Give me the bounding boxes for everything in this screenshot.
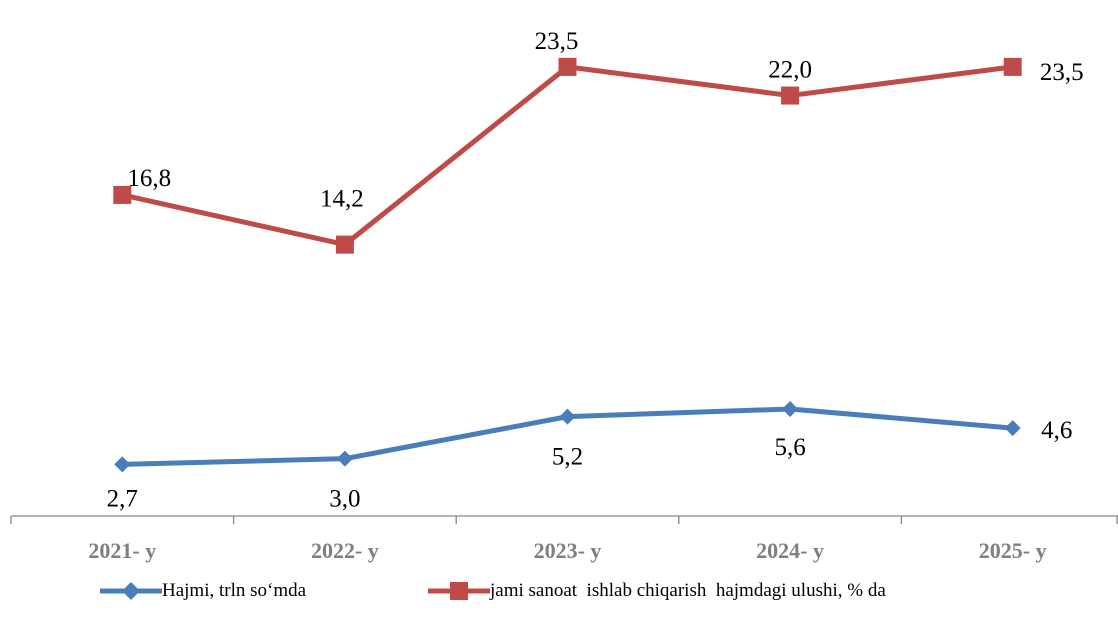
series-1-point	[336, 450, 353, 467]
series-1-data-label: 5,6	[774, 434, 805, 461]
x-axis: 2021- y 2022- y 2023- y 2024- y 2025- y	[10, 515, 1118, 563]
series-2-point	[1003, 57, 1022, 76]
x-tick-label: 2025- y	[979, 538, 1047, 563]
series-2-point	[113, 185, 132, 204]
series-2-data-label: 23,5	[535, 28, 579, 55]
series-1-point	[559, 408, 576, 425]
legend-label-series-2: jami sanoat ishlab chiqarish hajmdagi ul…	[490, 580, 886, 601]
x-tick-label: 2024- y	[756, 538, 824, 563]
series-1-point	[114, 456, 131, 473]
legend: Hajmi, trln so‘mda jami sanoat ishlab ch…	[0, 580, 1118, 616]
series-2-point	[335, 235, 354, 254]
series-1-data-label: 2,7	[107, 485, 138, 512]
series-line-2	[121, 64, 1014, 248]
series-1-point	[1004, 420, 1021, 437]
x-tick-label: 2021- y	[88, 538, 156, 563]
series-2-data-label: 22,0	[768, 57, 812, 84]
series-1-data-label: 5,2	[552, 444, 583, 471]
series-1-point	[782, 400, 799, 417]
series-2-data-label: 23,5	[1040, 59, 1084, 86]
series-layer	[113, 57, 1022, 473]
series-1-data-label: 3,0	[329, 486, 360, 513]
line-chart: 2021- y 2022- y 2023- y 2024- y 2025- y 2,7 3…	[10, 28, 1118, 563]
series-1-data-label: 4,6	[1041, 417, 1072, 444]
legend-item-series-2: jami sanoat ishlab chiqarish hajmdagi ul…	[428, 580, 886, 602]
series-2-data-label: 14,2	[320, 186, 364, 213]
series-2-data-label: 16,8	[127, 165, 171, 192]
x-tick-label: 2022- y	[311, 538, 379, 563]
series-2-point	[781, 86, 800, 105]
data-label-layer: 2,7 3,0 5,2 5,6 4,6 16,8 14,2 23,5 22,0 23,5	[107, 28, 1084, 513]
legend-label-series-1: Hajmi, trln so‘mda	[162, 580, 307, 601]
x-tick-label: 2023- y	[534, 538, 602, 563]
legend-swatch-series-2	[428, 581, 490, 601]
legend-swatch-series-1	[100, 581, 162, 601]
series-2-point	[558, 57, 577, 76]
legend-item-series-1: Hajmi, trln so‘mda	[100, 580, 306, 602]
